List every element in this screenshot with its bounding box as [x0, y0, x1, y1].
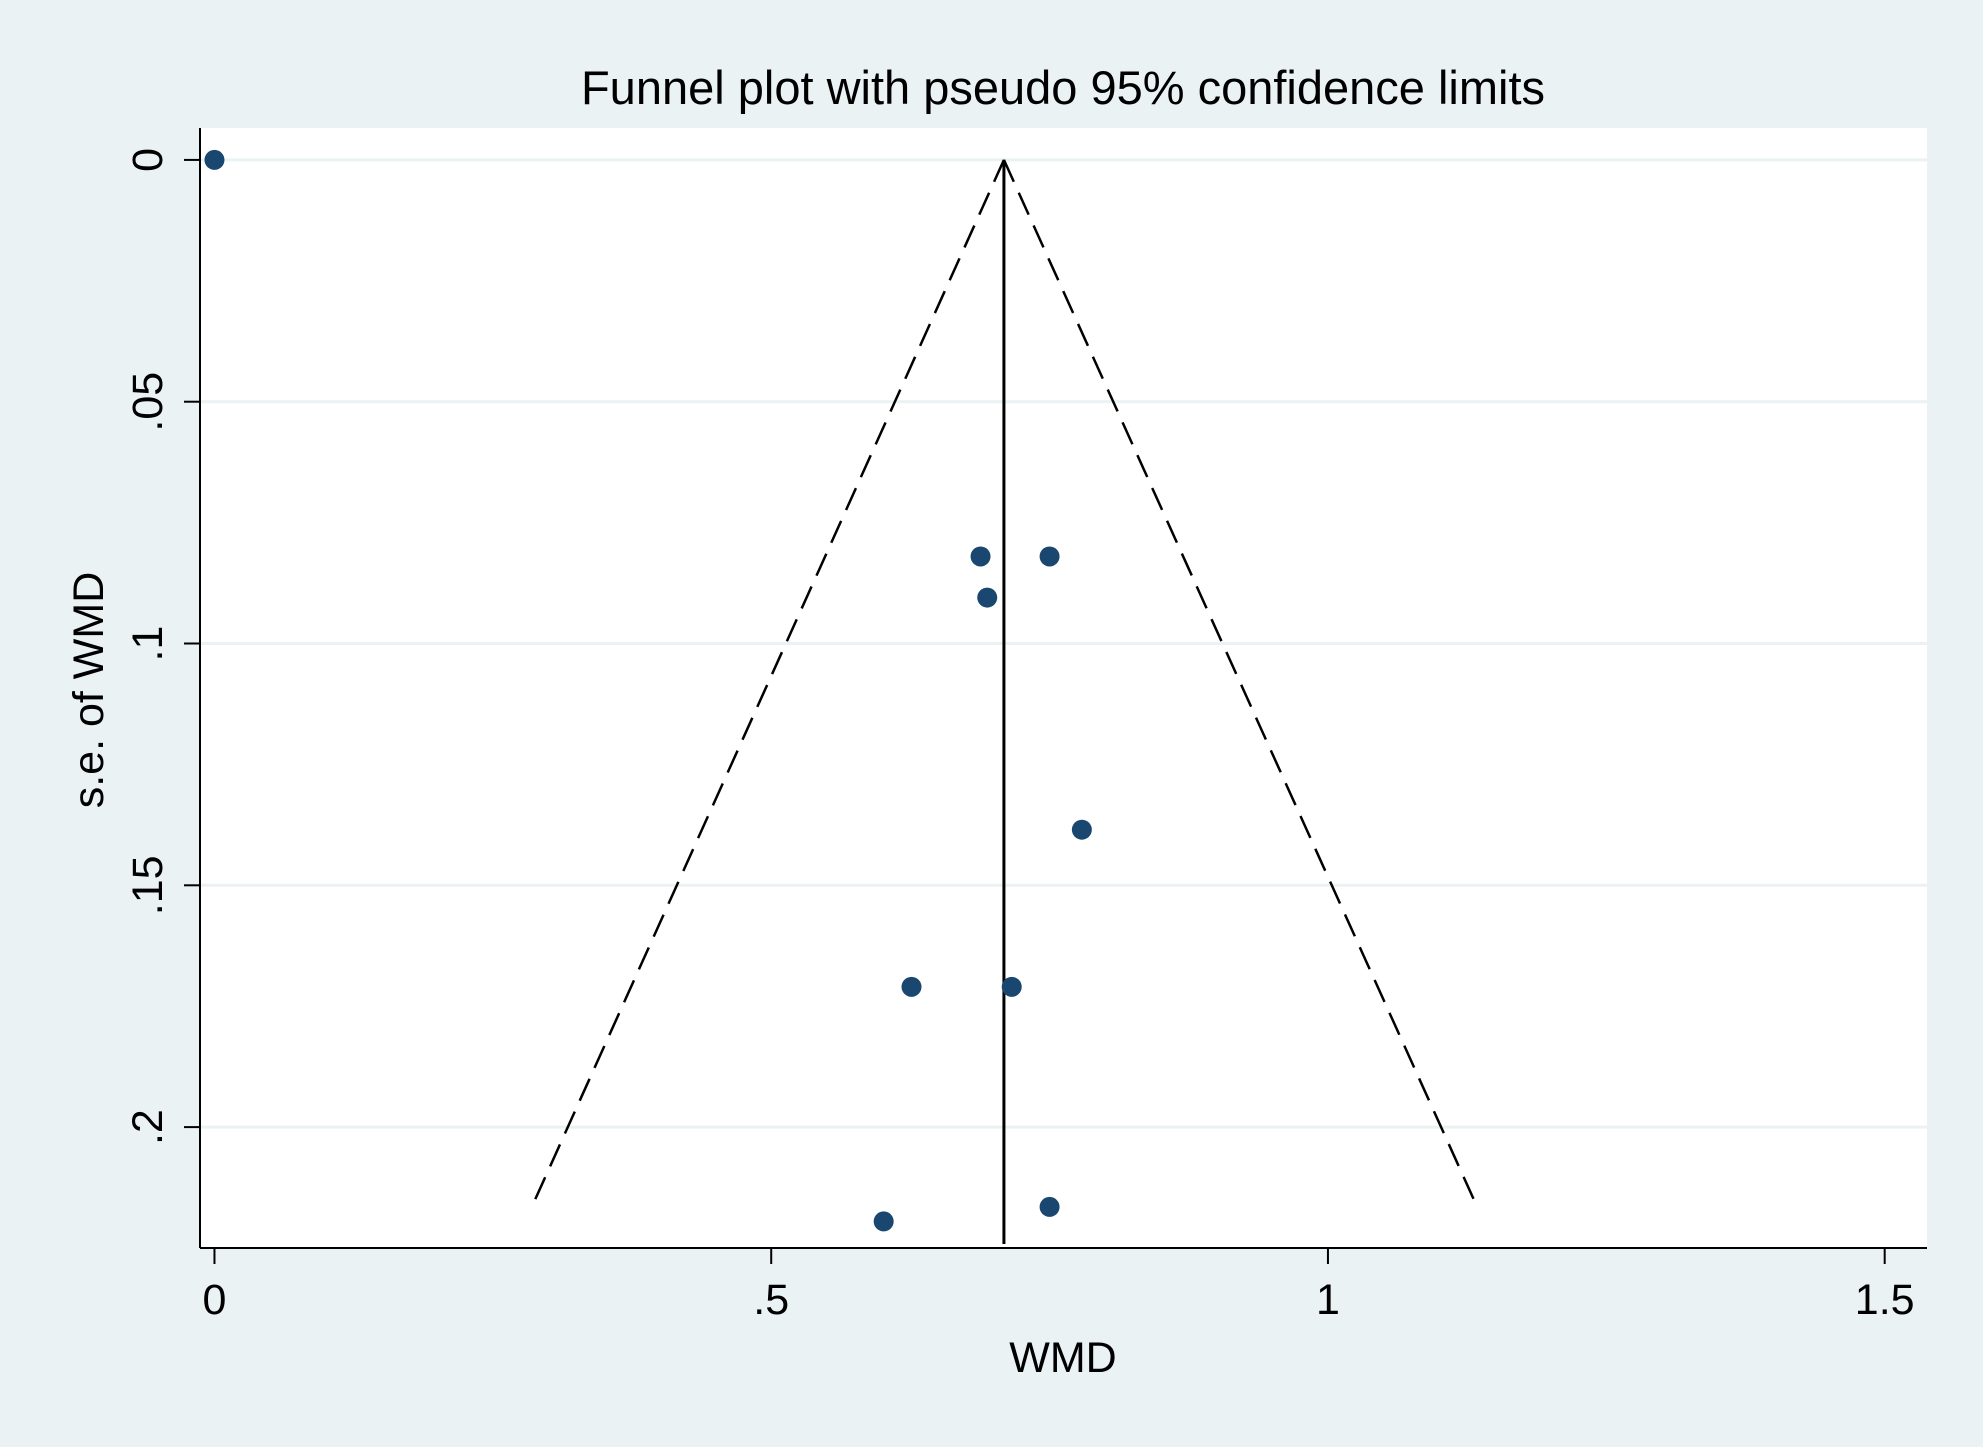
data-point — [1071, 819, 1092, 840]
confidence-limit-lines — [530, 159, 1479, 1244]
x-tick-label: 0 — [203, 1276, 227, 1324]
data-points — [204, 149, 1092, 1232]
data-point — [970, 546, 991, 567]
upper-confidence-limit-line — [1002, 159, 1479, 1208]
data-point — [1039, 1196, 1060, 1217]
data-point — [873, 1211, 894, 1232]
y-tick-label: .15 — [124, 855, 172, 915]
x-tick-label: 1 — [1316, 1276, 1340, 1324]
axes — [199, 128, 1927, 1249]
data-point — [1001, 976, 1022, 997]
y-tick-label: .1 — [124, 626, 172, 662]
x-tick-label: .5 — [753, 1276, 789, 1324]
y-tick-label: .05 — [124, 372, 172, 432]
gridlines — [200, 158, 1927, 1129]
chart-title: Funnel plot with pseudo 95% confidence l… — [581, 61, 1545, 114]
y-tick-label: .2 — [124, 1109, 172, 1145]
y-axis-ticks: 0 .05 .1 .15 .2 — [124, 148, 200, 1145]
x-axis-label: WMD — [1009, 1334, 1116, 1382]
x-axis-ticks: 0 .5 1 1.5 — [203, 1248, 1915, 1324]
x-tick-label: 1.5 — [1855, 1276, 1915, 1324]
plot-region — [200, 128, 1927, 1248]
data-point — [204, 149, 225, 170]
data-point — [901, 976, 922, 997]
y-axis-label: s.e. of WMD — [65, 572, 113, 809]
data-point — [977, 587, 998, 608]
data-point — [1039, 546, 1060, 567]
y-tick-label: 0 — [124, 148, 172, 172]
lower-confidence-limit-line — [530, 159, 1006, 1208]
